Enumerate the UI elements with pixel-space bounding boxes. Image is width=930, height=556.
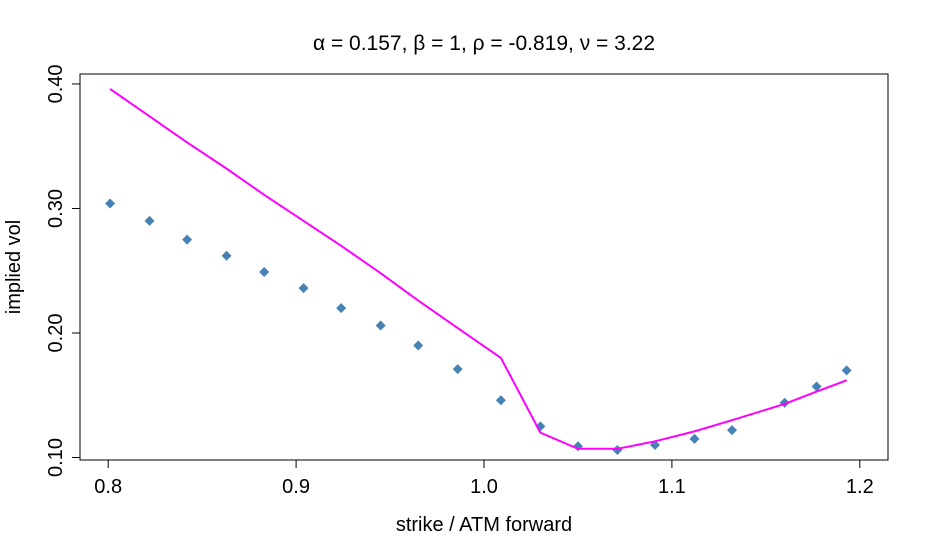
data-point: [336, 303, 347, 314]
data-point: [375, 320, 386, 331]
data-point: [413, 340, 424, 351]
y-axis-title: implied vol: [3, 220, 25, 314]
chart-title: α = 0.157, β = 1, ρ = -0.819, ν = 3.22: [313, 32, 655, 55]
data-point: [727, 425, 738, 436]
data-point: [495, 395, 506, 406]
plot-frame: [79, 73, 889, 461]
x-tick-label: 1.1: [658, 476, 686, 498]
fitted-curve-line: [109, 88, 848, 450]
data-point: [182, 234, 193, 245]
data-point: [452, 364, 463, 375]
y-tick-label: 0.30: [45, 189, 67, 228]
data-point: [221, 250, 232, 261]
data-point: [612, 445, 623, 456]
data-point: [841, 365, 852, 376]
y-tick-label: 0.10: [45, 438, 67, 477]
data-point: [811, 381, 822, 392]
y-tick-label: 0.20: [45, 314, 67, 353]
data-point: [144, 215, 155, 226]
x-tick-label: 1.2: [846, 476, 874, 498]
data-point: [298, 283, 309, 294]
y-tick-label: 0.40: [45, 64, 67, 103]
x-tick-label: 1.0: [470, 476, 498, 498]
y-axis: 0.10 0.20 0.30 0.40: [45, 64, 81, 477]
data-point: [259, 266, 270, 277]
series-layer: [105, 88, 852, 456]
x-tick-label: 0.9: [282, 476, 310, 498]
x-axis-title: strike / ATM forward: [396, 514, 572, 536]
x-tick-label: 0.8: [94, 476, 122, 498]
data-point: [689, 433, 700, 444]
x-axis: 0.8 0.9 1.0 1.1 1.2: [94, 459, 874, 498]
data-point: [105, 198, 116, 209]
